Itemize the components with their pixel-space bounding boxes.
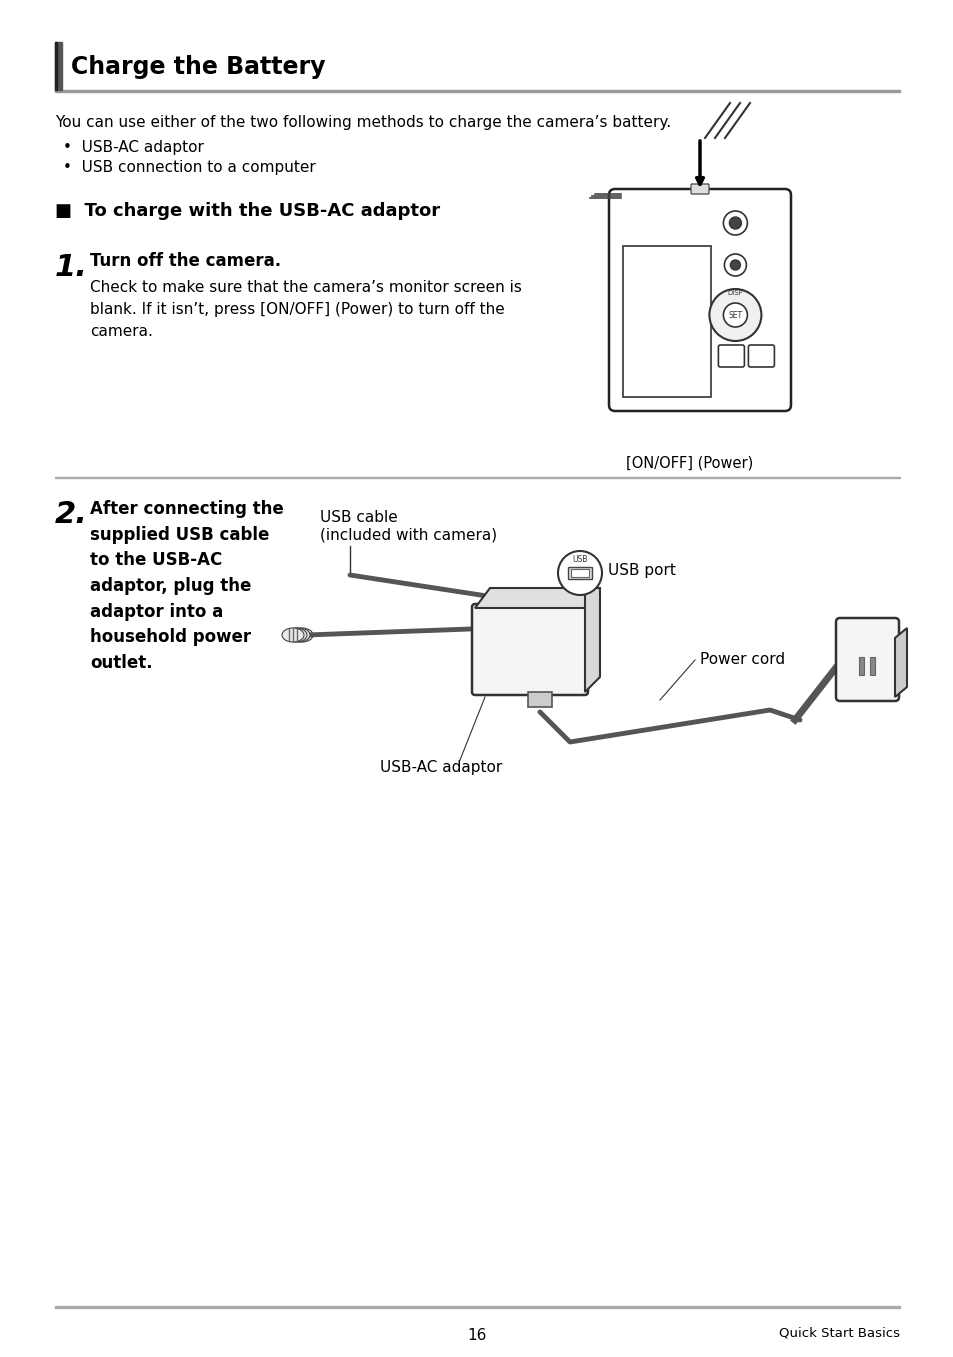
Bar (55, 42, 57, 90)
Text: Turn off the camera.: Turn off the camera. (90, 252, 281, 270)
Text: 2.: 2. (55, 499, 88, 529)
Polygon shape (475, 588, 599, 608)
Circle shape (730, 261, 740, 270)
Bar (55, 42, 62, 90)
Bar (567, 567, 592, 579)
Text: USB port: USB port (607, 563, 675, 578)
FancyBboxPatch shape (718, 345, 743, 366)
Text: (included with camera): (included with camera) (319, 528, 497, 543)
Bar (527, 692, 552, 707)
FancyBboxPatch shape (690, 185, 708, 194)
Text: ■  To charge with the USB-AC adaptor: ■ To charge with the USB-AC adaptor (55, 202, 439, 220)
Ellipse shape (291, 628, 313, 642)
Text: 1.: 1. (55, 252, 88, 282)
Polygon shape (894, 628, 906, 697)
Text: After connecting the
supplied USB cable
to the USB-AC
adaptor, plug the
adaptor : After connecting the supplied USB cable … (90, 499, 283, 672)
Text: Quick Start Basics: Quick Start Basics (779, 1326, 899, 1339)
Text: USB cable: USB cable (319, 510, 397, 525)
Bar (858, 657, 863, 674)
Text: Power cord: Power cord (700, 653, 784, 668)
Polygon shape (584, 588, 599, 692)
Text: •  USB connection to a computer: • USB connection to a computer (63, 160, 315, 175)
Text: [ON/OFF] (Power): [ON/OFF] (Power) (626, 455, 753, 470)
Ellipse shape (282, 628, 304, 642)
Bar (55, 90, 899, 92)
Circle shape (722, 210, 746, 235)
Circle shape (729, 217, 740, 229)
Bar (869, 657, 874, 674)
Text: 16: 16 (467, 1329, 486, 1343)
Circle shape (722, 303, 746, 327)
Ellipse shape (288, 628, 310, 642)
Text: USB: USB (572, 555, 587, 565)
FancyBboxPatch shape (835, 617, 898, 702)
Text: You can use either of the two following methods to charge the camera’s battery.: You can use either of the two following … (55, 115, 670, 130)
Circle shape (558, 551, 601, 594)
Bar (622, 246, 711, 398)
Circle shape (709, 289, 760, 341)
FancyBboxPatch shape (747, 345, 774, 366)
Text: DISP: DISP (727, 290, 742, 296)
Bar (55, 1305, 899, 1308)
FancyBboxPatch shape (472, 604, 587, 695)
Text: Check to make sure that the camera’s monitor screen is
blank. If it isn’t, press: Check to make sure that the camera’s mon… (90, 280, 521, 339)
FancyBboxPatch shape (608, 189, 790, 411)
Bar (571, 569, 588, 577)
Text: •  USB-AC adaptor: • USB-AC adaptor (63, 140, 204, 155)
Text: USB-AC adaptor: USB-AC adaptor (379, 760, 501, 775)
Circle shape (723, 254, 745, 275)
Text: Charge the Battery: Charge the Battery (71, 56, 325, 79)
Ellipse shape (285, 628, 307, 642)
Bar (55, 476, 899, 478)
Text: SET: SET (727, 311, 741, 319)
